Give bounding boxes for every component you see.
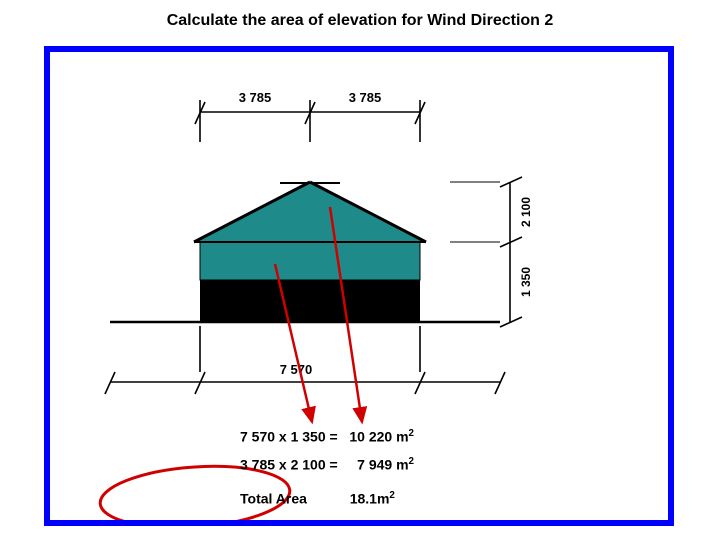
elevation-diagram: 3 785 3 785 7 570 2 100 1 350 (50, 52, 668, 520)
unit-sup: 2 (409, 428, 414, 439)
diagram-frame: 3 785 3 785 7 570 2 100 1 350 7 570 x 1 350 … (44, 46, 674, 526)
calc-1-rhs: 10 220 m (349, 429, 408, 445)
total-value: 18.1m (350, 491, 390, 507)
svg-text:1 350: 1 350 (519, 267, 533, 297)
unit-sup: 2 (409, 456, 414, 467)
unit-sup: 2 (389, 490, 394, 501)
svg-text:3 785: 3 785 (349, 90, 382, 105)
svg-text:2 100: 2 100 (519, 197, 533, 227)
calc-line-2: 3 785 x 2 100 = 7 949 m2 (240, 456, 414, 473)
page-title: Calculate the area of elevation for Wind… (0, 12, 720, 30)
calc-1-lhs: 7 570 x 1 350 = (240, 429, 338, 445)
calc-2-rhs: 7 949 m (357, 457, 408, 473)
svg-text:3 785: 3 785 (239, 90, 272, 105)
calc-total: Total Area 18.1m2 (240, 490, 395, 507)
calc-line-1: 7 570 x 1 350 = 10 220 m2 (240, 428, 414, 445)
svg-text:7 570: 7 570 (280, 362, 313, 377)
total-label: Total Area (240, 491, 307, 507)
calc-2-lhs: 3 785 x 2 100 = (240, 457, 338, 473)
